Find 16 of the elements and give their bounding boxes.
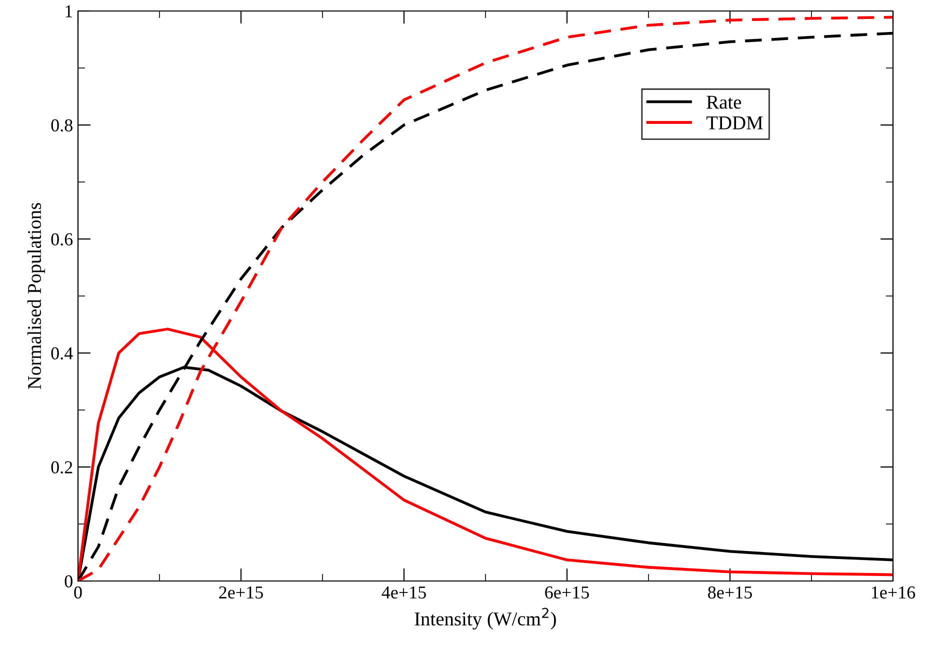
legend-label: Rate xyxy=(706,96,742,109)
x-tick-label: 4e+15 xyxy=(382,586,426,599)
y-tick-label: 1 xyxy=(66,5,72,18)
y-axis-title: Normalised Populations xyxy=(27,203,46,390)
y-tick-label: 0.6 xyxy=(51,233,73,246)
x-tick-label: 0 xyxy=(74,586,82,599)
y-tick-label: 0.4 xyxy=(51,347,73,360)
x-tick-label: 8e+15 xyxy=(708,586,752,599)
x-axis-title: Intensity (W/cm$^{2}$) xyxy=(414,608,556,630)
x-tick-label: 2e+15 xyxy=(219,586,263,599)
x-tick-label: 1e+16 xyxy=(872,586,916,599)
y-tick-label: 0.8 xyxy=(51,119,72,132)
y-tick-label: 0.2 xyxy=(51,461,72,474)
x-tick-label: 6e+15 xyxy=(545,586,589,599)
y-tick-label: 0 xyxy=(64,575,72,588)
legend-label: TDDM xyxy=(706,116,763,130)
